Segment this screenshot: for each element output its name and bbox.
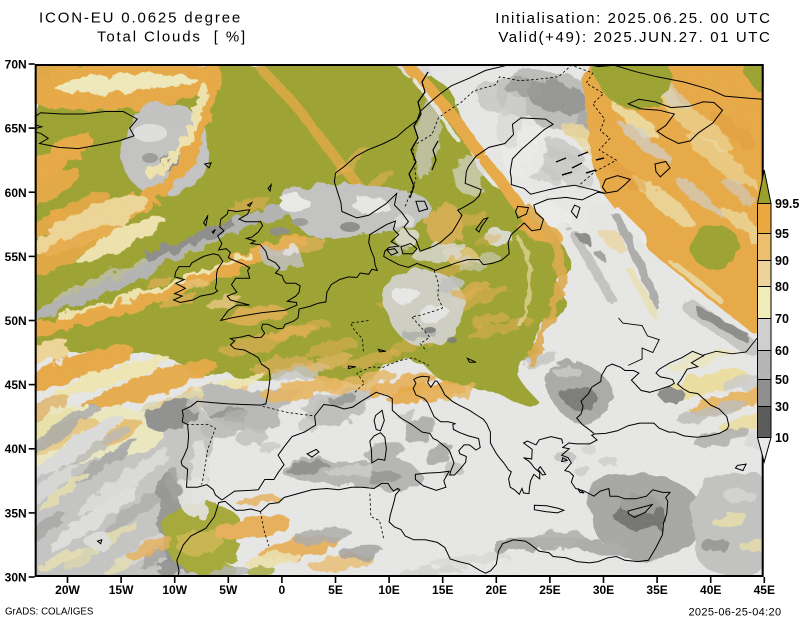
svg-text:60: 60 xyxy=(775,344,789,358)
svg-text:50: 50 xyxy=(775,373,789,387)
svg-text:20E: 20E xyxy=(486,583,507,597)
svg-text:45E: 45E xyxy=(754,583,775,597)
svg-text:35N: 35N xyxy=(5,506,27,520)
svg-text:90: 90 xyxy=(775,254,789,268)
svg-text:60N: 60N xyxy=(5,186,27,200)
svg-text:5W: 5W xyxy=(219,583,238,597)
svg-text:5E: 5E xyxy=(328,583,343,597)
svg-text:GrADS: COLA/IGES: GrADS: COLA/IGES xyxy=(5,607,94,618)
svg-text:40N: 40N xyxy=(5,442,27,456)
svg-text:25E: 25E xyxy=(539,583,560,597)
svg-text:2025-06-25-04:20: 2025-06-25-04:20 xyxy=(688,607,781,619)
svg-text:Valid(+49): 2025.JUN.27. 01 UT: Valid(+49): 2025.JUN.27. 01 UTC xyxy=(498,29,771,46)
svg-text:Initialisation: 2025.06.25. 00: Initialisation: 2025.06.25. 00 UTC xyxy=(495,10,771,27)
svg-text:15E: 15E xyxy=(432,583,453,597)
svg-text:Total Clouds [ %]: Total Clouds [ %] xyxy=(97,29,247,46)
svg-text:ICON-EU 0.0625 degree: ICON-EU 0.0625 degree xyxy=(39,10,242,27)
svg-text:20W: 20W xyxy=(55,583,80,597)
svg-text:35E: 35E xyxy=(646,583,667,597)
svg-text:65N: 65N xyxy=(5,122,27,136)
svg-text:80: 80 xyxy=(775,280,789,294)
svg-text:40E: 40E xyxy=(700,583,721,597)
svg-text:0: 0 xyxy=(279,583,286,597)
svg-text:99.5: 99.5 xyxy=(775,197,799,211)
svg-text:55N: 55N xyxy=(5,250,27,264)
svg-text:30N: 30N xyxy=(5,571,27,585)
svg-text:50N: 50N xyxy=(5,314,27,328)
svg-text:45N: 45N xyxy=(5,378,27,392)
svg-text:70: 70 xyxy=(775,312,789,326)
svg-text:95: 95 xyxy=(775,227,789,241)
svg-text:15W: 15W xyxy=(109,583,134,597)
svg-text:30: 30 xyxy=(775,400,789,414)
svg-text:10: 10 xyxy=(775,431,789,445)
svg-text:70N: 70N xyxy=(5,58,27,72)
svg-text:10E: 10E xyxy=(378,583,399,597)
svg-text:10W: 10W xyxy=(162,583,187,597)
svg-text:30E: 30E xyxy=(593,583,614,597)
